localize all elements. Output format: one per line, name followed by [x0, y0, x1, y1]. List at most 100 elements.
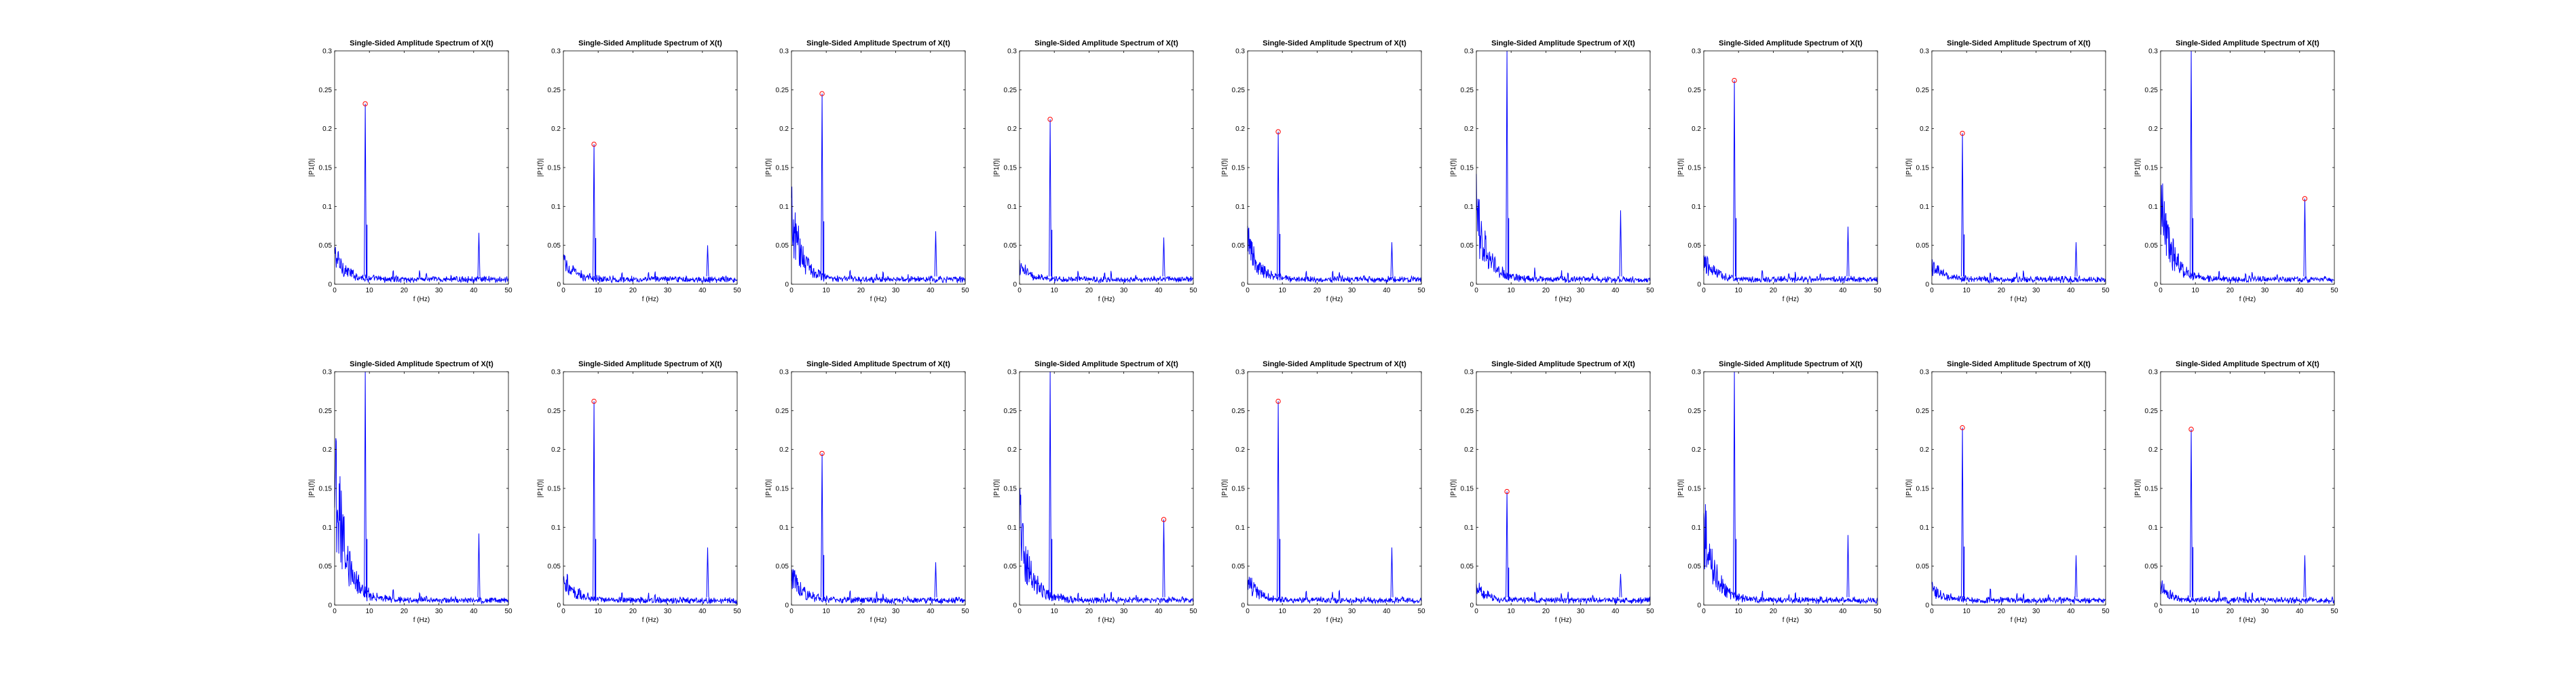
spectrum-peak	[593, 401, 596, 598]
x-axis-label: f (Hz)	[642, 617, 658, 624]
x-tick-label: 50	[504, 287, 512, 294]
x-tick-label: 50	[733, 608, 741, 615]
y-tick-label: 0.15	[319, 486, 333, 493]
x-tick-label: 0	[1246, 287, 1250, 294]
subplot-16: 0 10 20 30 40 50 0 0.05 0.1 0.15 0.2 0.25 0.3 Single-…	[1677, 360, 1882, 624]
y-tick-label: 0.15	[548, 165, 561, 172]
y-tick-label: 0.1	[1464, 203, 1474, 211]
x-tick-label: 30	[435, 608, 443, 615]
x-axis-label: f (Hz)	[1098, 617, 1115, 624]
y-tick-label: 0.05	[1004, 563, 1018, 570]
y-axis-label: |P1(f)|	[537, 480, 544, 498]
spectrum-peak	[2303, 555, 2307, 598]
subplot-14: 0 10 20 30 40 50 0 0.05 0.1 0.15 0.2 0.25 0.3 Single-…	[1221, 360, 1425, 624]
x-tick-label: 40	[2067, 608, 2075, 615]
spectrum-line	[791, 187, 966, 284]
subplot-9: 0 10 20 30 40 50 0 0.05 0.1 0.15 0.2 0.25 0.3 Single-…	[2134, 39, 2338, 303]
y-tick-label: 0.1	[1235, 203, 1245, 211]
x-tick-label: 10	[2192, 287, 2200, 294]
x-tick-label: 40	[1155, 608, 1163, 615]
y-tick-label: 0.25	[548, 87, 561, 94]
y-axis-label: |P1(f)|	[1450, 480, 1457, 498]
y-tick-label: 0.05	[1004, 242, 1018, 250]
y-tick-label: 0.3	[2148, 48, 2158, 56]
x-tick-label: 20	[2226, 287, 2235, 294]
y-axis-label: |P1(f)|	[1221, 159, 1229, 177]
y-tick-label: 0.05	[2145, 563, 2159, 570]
spectrum-peak	[1390, 242, 1394, 277]
y-tick-label: 0.05	[2145, 242, 2159, 250]
x-tick-label: 20	[2226, 608, 2235, 615]
y-axis-label: |P1(f)|	[993, 159, 1001, 177]
y-tick-label: 0.1	[2148, 203, 2158, 211]
y-tick-label: 0	[1470, 602, 1474, 610]
x-axis-label: f (Hz)	[1098, 296, 1115, 303]
x-tick-label: 40	[698, 608, 707, 615]
y-tick-label: 0	[1697, 602, 1701, 610]
subplot-title: Single-Sided Amplitude Spectrum of X(t)	[1947, 360, 2091, 368]
spectrum-line	[563, 254, 738, 284]
subplot-2: 0 10 20 30 40 50 0 0.05 0.1 0.15 0.2 0.25 0.3 Single-…	[537, 39, 741, 303]
x-tick-label: 50	[2330, 287, 2338, 294]
x-tick-label: 0	[561, 287, 565, 294]
x-axis-label: f (Hz)	[2239, 296, 2256, 303]
x-tick-label: 0	[1474, 608, 1478, 615]
y-tick-label: 0.05	[1916, 242, 1930, 250]
spectrum-line	[791, 569, 966, 605]
x-tick-label: 10	[823, 287, 831, 294]
x-tick-label: 0	[561, 608, 565, 615]
spectrum-peak	[1846, 535, 1850, 598]
y-tick-label: 0.2	[2148, 446, 2158, 454]
x-tick-label: 10	[1963, 287, 1971, 294]
x-tick-label: 40	[2067, 287, 2075, 294]
peak-marker	[819, 450, 825, 457]
y-tick-label: 0.25	[1004, 408, 1018, 415]
x-axis-label: f (Hz)	[1326, 296, 1343, 303]
x-tick-label: 10	[823, 608, 831, 615]
y-tick-label: 0.3	[779, 48, 789, 56]
peak-marker	[1275, 129, 1281, 134]
y-tick-label: 0.25	[1461, 408, 1474, 415]
x-tick-label: 40	[2296, 608, 2304, 615]
y-tick-label: 0	[328, 282, 332, 289]
y-axis-label: |P1(f)|	[993, 480, 1001, 498]
y-tick-label: 0.3	[1920, 369, 1929, 376]
y-tick-label: 0.25	[2145, 408, 2159, 415]
spectrum-peak	[477, 533, 481, 598]
x-axis-label: f (Hz)	[870, 617, 886, 624]
y-tick-label: 0.15	[776, 165, 789, 172]
spectrum-peak	[1162, 237, 1165, 277]
x-tick-label: 40	[927, 287, 935, 294]
x-tick-label: 20	[1542, 287, 1550, 294]
spectrum-peak	[1846, 227, 1850, 277]
y-tick-label: 0.25	[1004, 87, 1018, 94]
y-tick-label: 0.1	[1692, 524, 1701, 532]
peak-marker	[1504, 488, 1510, 494]
subplot-title: Single-Sided Amplitude Spectrum of X(t)	[578, 360, 722, 368]
x-tick-label: 10	[366, 608, 374, 615]
subplot-title: Single-Sided Amplitude Spectrum of X(t)	[1719, 360, 1863, 368]
spectrum-line	[1931, 259, 2106, 284]
spectrum-peak	[821, 453, 824, 598]
spectrum-line	[334, 438, 509, 604]
x-tick-label: 40	[1155, 287, 1163, 294]
x-tick-label: 0	[2159, 608, 2163, 615]
x-axis-label: f (Hz)	[413, 296, 430, 303]
y-tick-label: 0.05	[319, 242, 333, 250]
x-tick-label: 0	[2159, 287, 2163, 294]
x-tick-label: 0	[1702, 287, 1706, 294]
y-tick-label: 0.2	[551, 446, 561, 454]
x-tick-label: 50	[1189, 287, 1197, 294]
y-tick-label: 0.15	[1916, 486, 1930, 493]
x-tick-label: 40	[1611, 287, 1620, 294]
y-tick-label: 0.05	[1688, 563, 1702, 570]
y-tick-label: 0.2	[551, 125, 561, 133]
spectrum-peak	[1277, 132, 1280, 277]
x-tick-label: 40	[470, 287, 478, 294]
y-tick-label: 0.1	[2148, 524, 2158, 532]
x-axis-label: f (Hz)	[1326, 617, 1343, 624]
y-tick-label: 0.25	[776, 408, 789, 415]
y-tick-label: 0.15	[776, 486, 789, 493]
y-tick-label: 0.2	[779, 125, 789, 133]
y-tick-label: 0.15	[1232, 165, 1246, 172]
